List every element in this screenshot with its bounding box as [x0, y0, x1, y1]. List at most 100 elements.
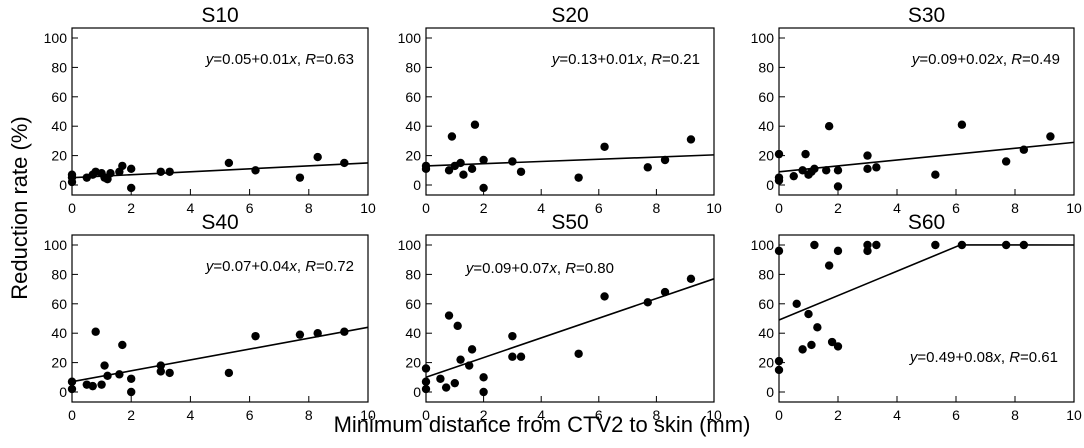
data-point — [833, 246, 843, 256]
data-point — [118, 340, 127, 350]
data-point — [801, 149, 810, 159]
equation-sep: , — [643, 51, 651, 68]
equation-sep: , — [297, 51, 305, 68]
data-point — [827, 337, 837, 347]
data-point — [67, 384, 77, 394]
x-tick-label: 8 — [653, 200, 661, 216]
x-tick-label: 4 — [893, 200, 901, 216]
y-tick-label: 40 — [51, 325, 67, 341]
regression-equation: y=0.09+0.07x, R=0.80 — [465, 260, 614, 277]
y-tick-label: 0 — [766, 384, 774, 400]
data-point — [313, 152, 322, 162]
equation-r: R — [1009, 349, 1020, 366]
data-point — [91, 327, 100, 336]
x-tick-label: 2 — [834, 200, 842, 216]
y-tick-label: 0 — [59, 177, 67, 193]
y-tick-label: 60 — [405, 89, 421, 105]
data-point — [450, 378, 459, 388]
y-tick-label: 0 — [59, 384, 67, 400]
data-point — [479, 387, 488, 397]
data-point — [479, 373, 488, 382]
data-point — [833, 166, 843, 175]
data-point — [100, 361, 109, 370]
x-tick-label: 6 — [595, 407, 603, 423]
data-point — [872, 240, 881, 250]
y-tick-label: 60 — [51, 89, 67, 105]
x-tick-label: 8 — [1011, 200, 1019, 216]
data-point — [863, 246, 872, 256]
panel-s40: S40 0 20 40 60 80 100 0 2 4 6 8 10 y=0.07+0.04x, R=0.… — [44, 211, 376, 423]
data-point — [789, 171, 798, 181]
y-tick-label: 80 — [758, 59, 774, 75]
x-tick-label: 10 — [706, 200, 722, 216]
y-tick-label: 40 — [405, 325, 421, 341]
x-tick-label: 10 — [1066, 200, 1082, 216]
panel-s50: S50 0 20 40 60 80 100 0 2 4 6 8 10 y=0.09+0.07x, R=0.… — [398, 211, 722, 423]
x-tick-label: 6 — [595, 200, 603, 216]
data-point — [436, 374, 445, 383]
data-point — [798, 345, 807, 354]
x-tick-label: 4 — [187, 200, 195, 216]
y-tick-label: 100 — [44, 237, 68, 253]
panel-s20: S20 0 20 40 60 80 100 0 2 4 6 8 10 y=0.13+0.01x, R=0.… — [398, 4, 722, 216]
panel-s60: S60 0 20 40 60 80 100 0 2 4 6 8 10 y=0.49+0.08x, R=0.… — [751, 211, 1082, 423]
data-point — [67, 177, 77, 187]
data-point — [103, 371, 112, 381]
x-tick-label: 2 — [480, 200, 488, 216]
y-tick-label: 60 — [758, 89, 774, 105]
data-point — [516, 167, 526, 176]
data-point — [508, 331, 517, 341]
data-point — [574, 173, 583, 182]
data-point — [421, 164, 431, 174]
data-point — [810, 240, 819, 250]
data-point — [421, 377, 431, 386]
x-tick-label: 8 — [1011, 407, 1019, 423]
y-tick-label: 100 — [398, 237, 422, 253]
equation-intercept: =0.09+0.07 — [473, 260, 549, 277]
x-tick-label: 0 — [422, 200, 430, 216]
x-tick-label: 4 — [537, 200, 545, 216]
data-point — [421, 384, 431, 394]
data-point — [67, 377, 77, 386]
data-point — [863, 151, 872, 160]
y-tick-label: 80 — [51, 266, 67, 282]
data-point — [465, 361, 474, 370]
data-point — [516, 352, 526, 361]
data-point — [444, 311, 454, 320]
regression-line — [778, 244, 1075, 321]
x-tick-label: 8 — [305, 407, 313, 423]
equation-y: y — [909, 349, 919, 366]
data-point — [340, 327, 349, 336]
y-tick-label: 20 — [405, 148, 421, 164]
x-tick-label: 2 — [127, 407, 135, 423]
plot-frame — [71, 234, 369, 403]
equation-x: x — [634, 51, 643, 68]
data-point — [660, 155, 670, 165]
data-point — [456, 158, 465, 168]
regression-equation: y=0.07+0.04x, R=0.72 — [205, 258, 354, 275]
data-point — [931, 170, 940, 179]
data-point — [824, 261, 834, 270]
data-point — [774, 365, 784, 375]
equation-y: y — [205, 258, 215, 275]
y-tick-label: 60 — [51, 296, 67, 312]
equation-y: y — [551, 51, 561, 68]
data-point — [1019, 240, 1029, 250]
equation-r-value: =0.49 — [1022, 51, 1060, 68]
x-tick-label: 0 — [775, 407, 783, 423]
data-point — [798, 166, 807, 175]
data-point — [774, 149, 784, 159]
data-point — [574, 349, 583, 358]
y-tick-label: 40 — [405, 118, 421, 134]
x-tick-label: 6 — [246, 407, 254, 423]
data-point — [824, 122, 834, 131]
data-point — [470, 120, 480, 129]
y-tick-label: 100 — [398, 30, 422, 46]
equation-intercept: =0.13+0.01 — [559, 51, 635, 68]
data-point — [251, 331, 260, 341]
y-tick-label: 60 — [405, 296, 421, 312]
x-tick-label: 0 — [775, 200, 783, 216]
plot-frame — [71, 27, 369, 196]
y-tick-label: 40 — [758, 118, 774, 134]
data-point — [643, 163, 652, 172]
